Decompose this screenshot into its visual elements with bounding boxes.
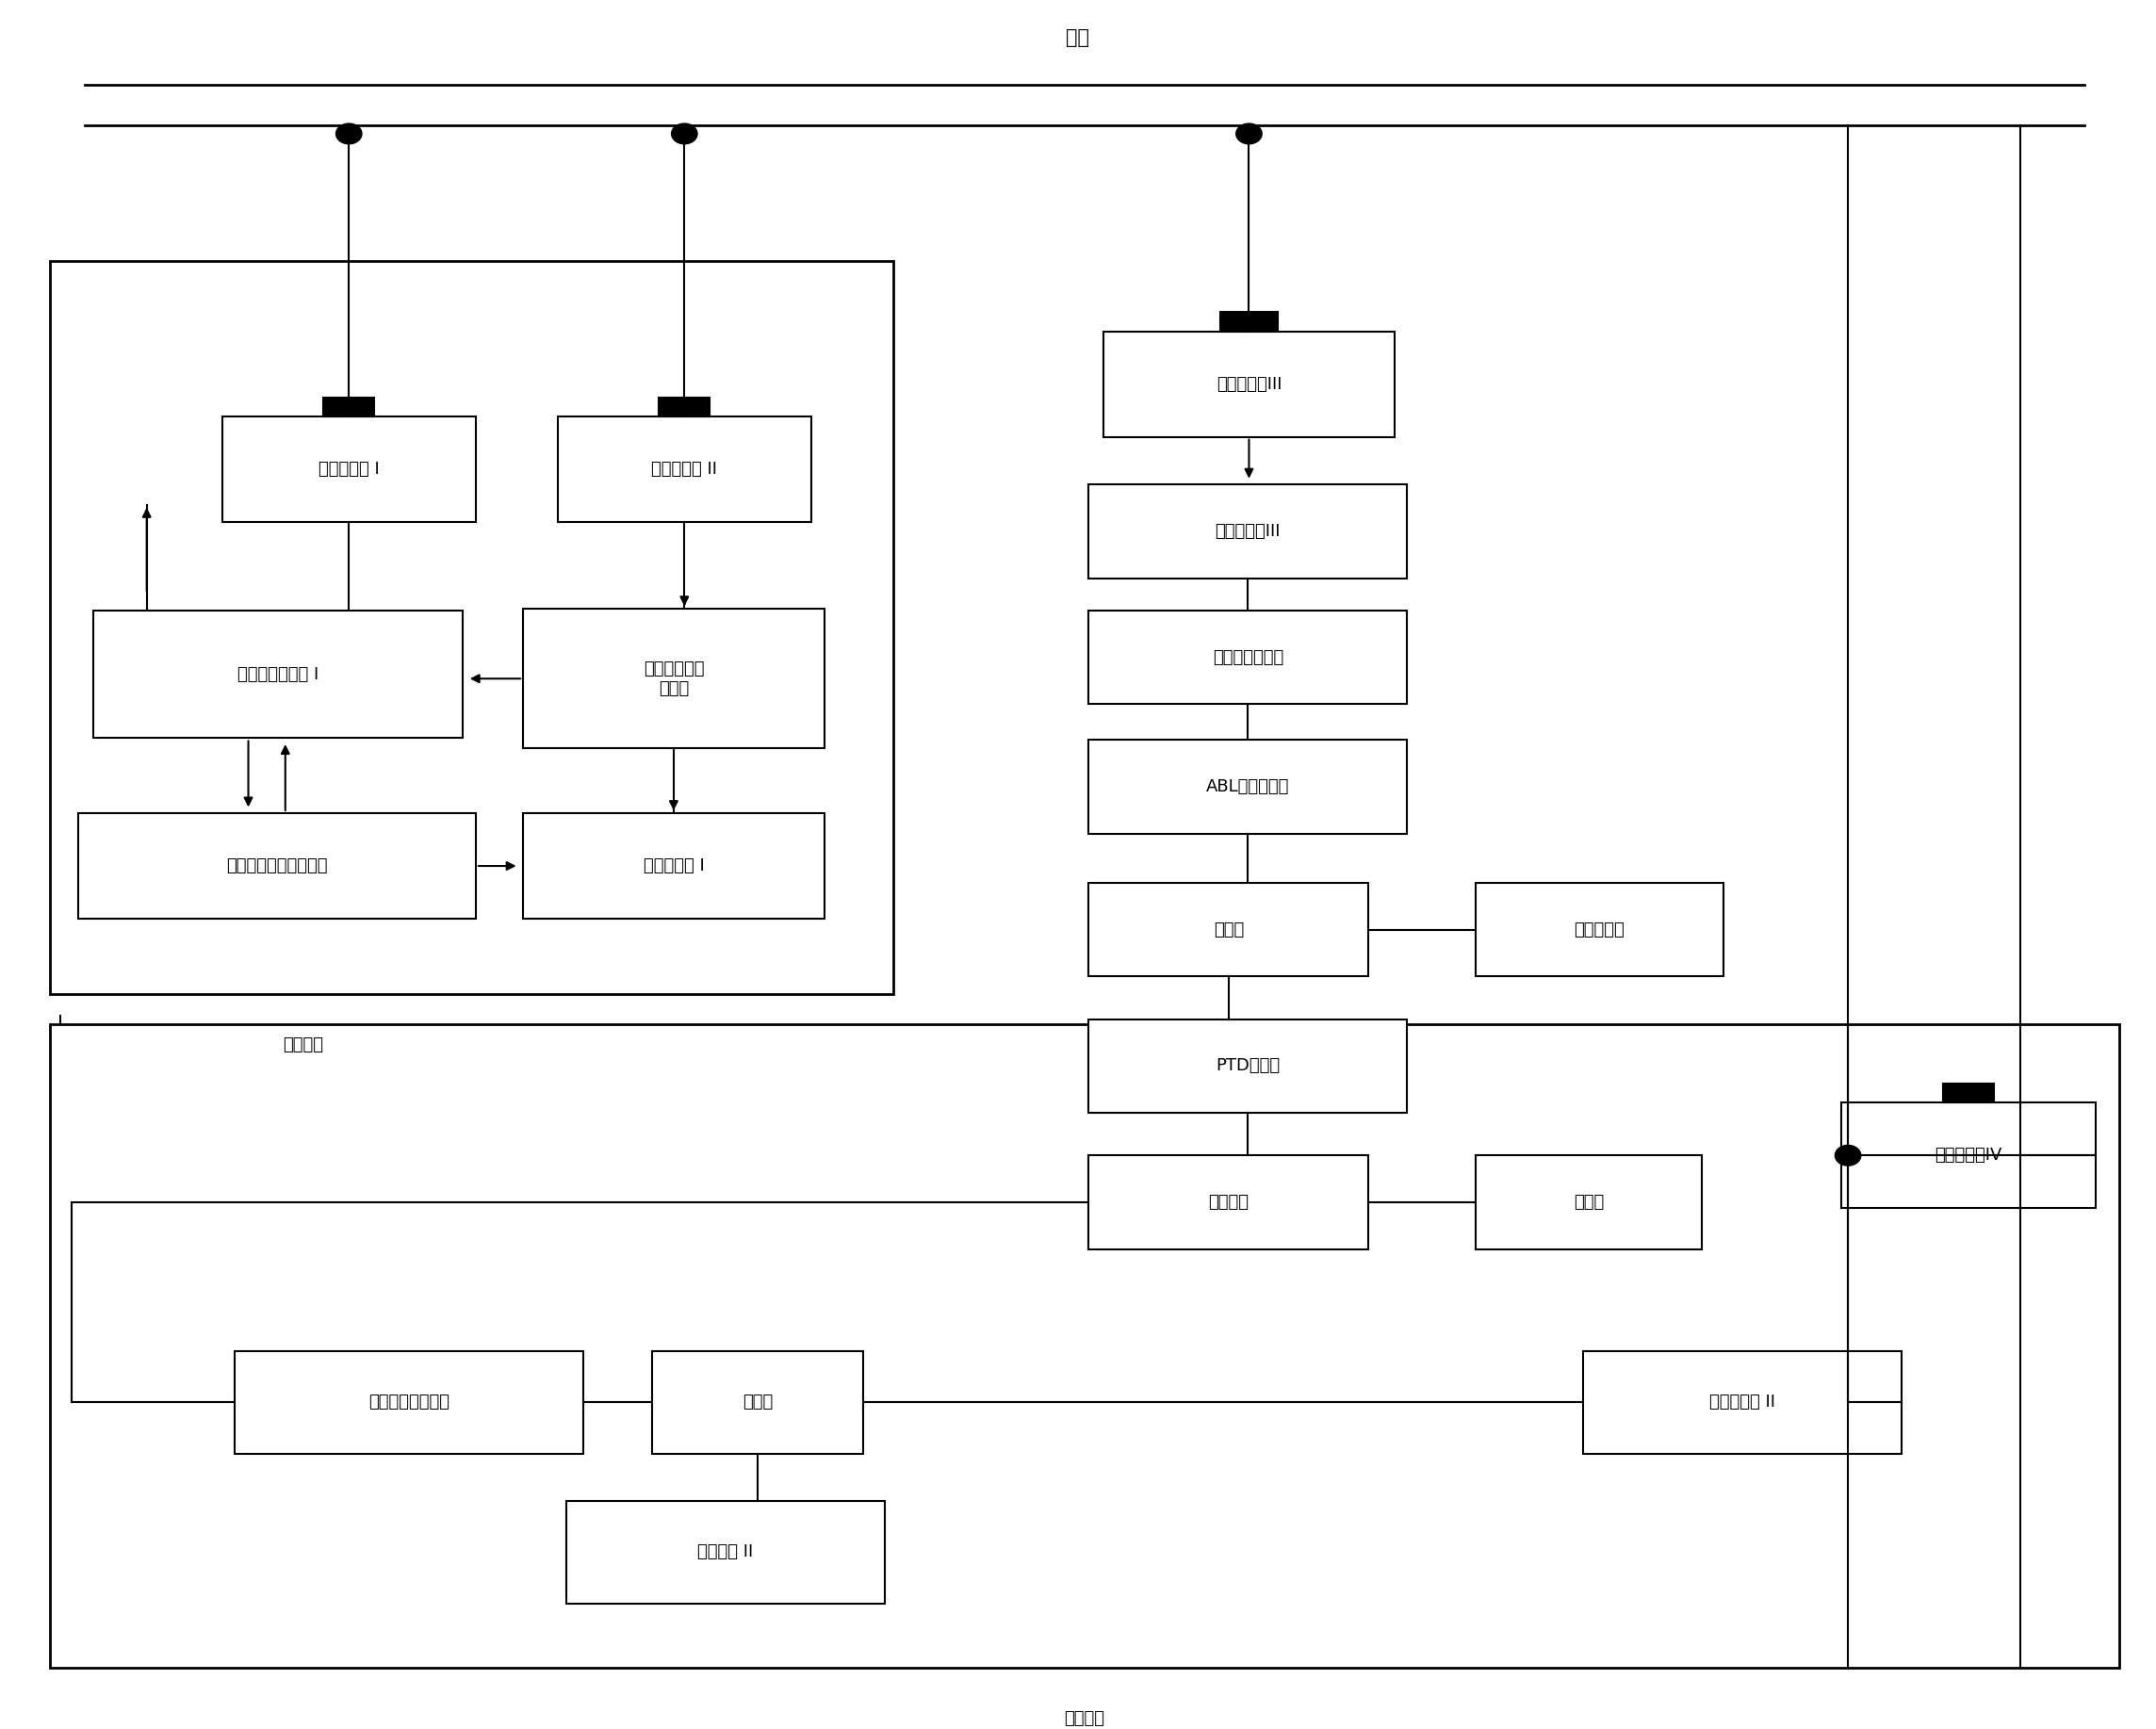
Text: 温度传感器: 温度传感器	[1574, 922, 1626, 939]
Bar	[1089, 484, 1408, 577]
Bar	[1089, 1018, 1408, 1113]
Bar	[1841, 1103, 2096, 1209]
Text: 加热器: 加热器	[1574, 1193, 1604, 1210]
Bar	[78, 813, 476, 918]
Text: ABL代码放大器: ABL代码放大器	[1205, 778, 1289, 795]
Circle shape	[336, 123, 362, 144]
Text: 高压隔离器 II: 高压隔离器 II	[651, 460, 718, 477]
Text: 适配器: 适配器	[742, 1394, 772, 1411]
Bar	[1477, 1155, 1701, 1248]
Bar	[524, 609, 824, 749]
Bar	[1583, 1352, 1902, 1454]
Text: 执行元件: 执行元件	[1207, 1193, 1248, 1210]
Text: PTD温控器: PTD温控器	[1216, 1058, 1281, 1074]
Text: 双功调制解调器 I: 双功调制解调器 I	[237, 666, 319, 683]
Circle shape	[1835, 1145, 1861, 1165]
Text: 调制解调器III: 调制解调器III	[1216, 522, 1281, 539]
Text: 调制解调器 II: 调制解调器 II	[1710, 1394, 1777, 1411]
Text: 高压隔离器IV: 高压隔离器IV	[1934, 1146, 2003, 1164]
Text: 中心机温度预置编程器: 中心机温度预置编程器	[226, 858, 328, 875]
Text: 数显装置 II: 数显装置 II	[696, 1544, 752, 1561]
Bar	[50, 1024, 2119, 1668]
Circle shape	[671, 123, 696, 144]
Bar	[50, 261, 893, 994]
Bar	[93, 610, 464, 738]
Bar	[1089, 740, 1408, 833]
Bar	[222, 417, 476, 522]
Text: 接收系统: 接收系统	[1065, 1710, 1104, 1727]
Bar	[235, 1352, 584, 1454]
Bar	[323, 398, 375, 417]
Text: 发送系统: 发送系统	[282, 1036, 323, 1053]
Bar	[524, 813, 824, 918]
Bar	[567, 1501, 884, 1603]
Text: 现场返回信息
处理器: 现场返回信息 处理器	[642, 660, 705, 697]
Text: 中心机控温编程器: 中心机控温编程器	[369, 1394, 451, 1411]
Text: 数字显示器 I: 数字显示器 I	[642, 858, 705, 875]
Text: 全波整流检波器: 全波整流检波器	[1212, 648, 1283, 666]
Bar	[1104, 332, 1395, 437]
Bar	[1089, 1155, 1369, 1248]
Circle shape	[1235, 123, 1261, 144]
Text: 单片机: 单片机	[1214, 922, 1244, 939]
Bar	[1477, 884, 1723, 977]
Bar	[558, 417, 811, 522]
Text: 高压隔离器III: 高压隔离器III	[1216, 375, 1281, 392]
Bar	[651, 1352, 862, 1454]
Bar	[1220, 313, 1279, 332]
Bar	[1089, 884, 1369, 977]
Bar	[1089, 610, 1408, 704]
Text: 电网: 电网	[1067, 28, 1089, 47]
Bar	[660, 398, 709, 417]
Bar	[1943, 1084, 1994, 1103]
Text: 高压隔离器 I: 高压隔离器 I	[319, 460, 379, 477]
